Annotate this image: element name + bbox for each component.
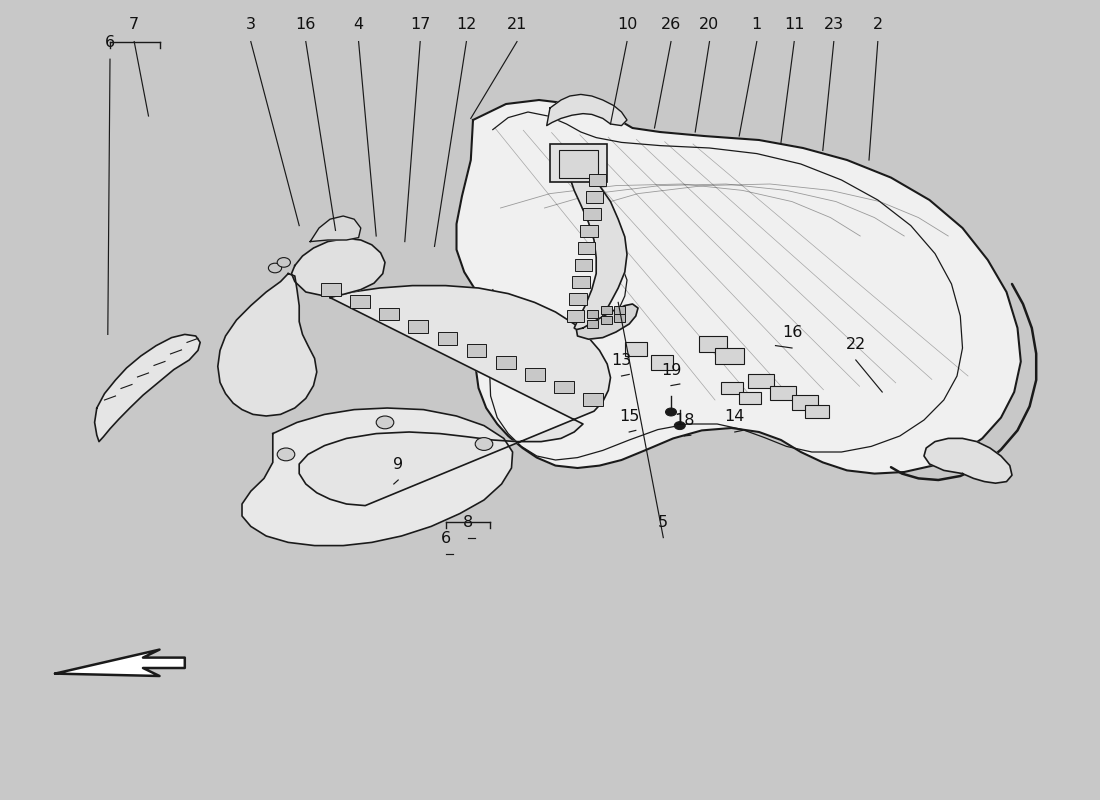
Text: 12: 12 xyxy=(456,17,476,32)
Text: 16: 16 xyxy=(296,17,316,32)
Circle shape xyxy=(268,263,282,273)
Text: 5: 5 xyxy=(658,514,669,530)
Bar xyxy=(651,355,673,370)
Polygon shape xyxy=(570,168,627,334)
Text: 19: 19 xyxy=(661,362,681,378)
Bar xyxy=(587,320,598,328)
Circle shape xyxy=(475,438,493,450)
Text: 17: 17 xyxy=(410,17,430,32)
Bar xyxy=(748,374,774,388)
Bar xyxy=(578,242,595,254)
Text: 9: 9 xyxy=(393,457,404,472)
Bar xyxy=(715,348,744,364)
Circle shape xyxy=(277,258,290,267)
Bar xyxy=(588,174,606,186)
Bar xyxy=(566,310,584,322)
Text: 26: 26 xyxy=(661,17,681,32)
Text: 11: 11 xyxy=(784,17,804,32)
Polygon shape xyxy=(292,238,385,296)
Bar xyxy=(614,306,625,314)
Bar xyxy=(350,295,370,308)
Bar xyxy=(408,320,428,333)
Bar xyxy=(583,208,601,219)
Text: 2: 2 xyxy=(872,17,883,32)
Bar xyxy=(585,191,603,202)
Polygon shape xyxy=(924,438,1012,483)
Bar xyxy=(466,344,486,357)
Bar xyxy=(614,314,625,322)
Bar xyxy=(770,386,796,400)
Bar xyxy=(572,276,590,288)
Bar xyxy=(720,382,742,394)
Text: 18: 18 xyxy=(674,413,694,428)
Circle shape xyxy=(666,408,676,416)
Polygon shape xyxy=(242,408,513,546)
Bar xyxy=(574,259,592,270)
Bar xyxy=(739,392,761,404)
Text: 21: 21 xyxy=(507,17,527,32)
Text: 10: 10 xyxy=(617,17,637,32)
Polygon shape xyxy=(299,286,610,506)
Bar xyxy=(379,307,399,320)
Polygon shape xyxy=(576,304,638,339)
Bar xyxy=(581,226,598,237)
Polygon shape xyxy=(547,94,627,126)
Text: 13: 13 xyxy=(612,353,631,368)
Text: 15: 15 xyxy=(619,409,639,424)
Bar xyxy=(570,294,587,305)
Bar xyxy=(625,342,647,356)
Text: 16: 16 xyxy=(782,325,802,340)
Circle shape xyxy=(376,416,394,429)
Bar xyxy=(601,316,612,324)
Text: 3: 3 xyxy=(245,17,256,32)
Bar xyxy=(321,283,341,296)
Bar xyxy=(559,150,598,178)
Bar xyxy=(601,306,612,314)
Bar xyxy=(792,395,818,410)
Bar xyxy=(554,381,574,394)
Polygon shape xyxy=(55,650,185,676)
Polygon shape xyxy=(456,100,1021,474)
Text: 8: 8 xyxy=(462,514,473,530)
Polygon shape xyxy=(310,216,361,242)
Circle shape xyxy=(674,422,685,430)
Bar xyxy=(496,356,516,369)
Text: 1: 1 xyxy=(751,17,762,32)
Text: 6: 6 xyxy=(440,530,451,546)
Bar xyxy=(525,369,544,382)
Polygon shape xyxy=(95,334,200,442)
Bar xyxy=(438,332,458,345)
Text: 22: 22 xyxy=(846,337,866,352)
Text: 23: 23 xyxy=(824,17,844,32)
Text: 7: 7 xyxy=(129,17,140,32)
Bar xyxy=(583,393,603,406)
Bar xyxy=(587,310,598,318)
Bar xyxy=(805,405,829,418)
Polygon shape xyxy=(218,274,317,416)
Bar xyxy=(698,336,727,352)
Text: 6: 6 xyxy=(104,34,116,50)
Text: 4: 4 xyxy=(353,17,364,32)
Text: 14: 14 xyxy=(725,409,745,424)
Bar xyxy=(550,144,607,182)
Text: 20: 20 xyxy=(700,17,719,32)
Circle shape xyxy=(277,448,295,461)
